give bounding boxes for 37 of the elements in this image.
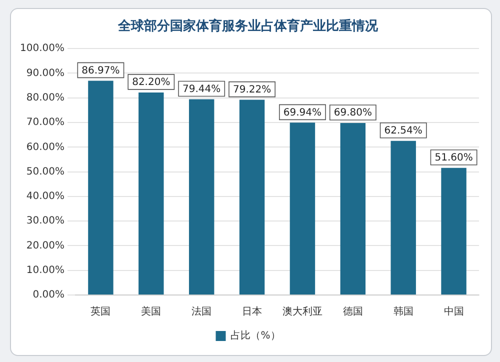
bar bbox=[290, 122, 316, 294]
bar bbox=[390, 140, 416, 294]
x-tick-label: 英国 bbox=[90, 306, 111, 318]
y-tick-label: 0.00% bbox=[32, 290, 64, 301]
y-tick-label: 10.00% bbox=[26, 264, 64, 276]
y-tick-label: 70.00% bbox=[26, 117, 64, 128]
chart-title: 全球部分国家体育服务业占体育产业比重情况 bbox=[117, 18, 379, 34]
y-tick-label: 90.00% bbox=[26, 68, 64, 79]
data-label: 79.44% bbox=[182, 84, 221, 95]
x-tick-label: 美国 bbox=[141, 306, 162, 318]
data-label: 69.94% bbox=[283, 107, 322, 118]
data-label: 82.20% bbox=[132, 77, 170, 88]
y-tick-label: 50.00% bbox=[26, 166, 64, 178]
y-tick-label: 80.00% bbox=[26, 92, 64, 104]
bar bbox=[138, 92, 164, 294]
x-tick-label: 法国 bbox=[192, 306, 212, 318]
x-tick-label: 韩国 bbox=[393, 306, 414, 318]
x-tick-label: 日本 bbox=[242, 306, 262, 318]
bar bbox=[340, 123, 366, 294]
bar bbox=[441, 168, 466, 294]
y-tick-label: 20.00% bbox=[26, 240, 64, 252]
x-tick-label: 澳大利亚 bbox=[282, 306, 322, 318]
y-tick-label: 40.00% bbox=[26, 191, 64, 202]
data-label: 86.97% bbox=[82, 65, 120, 76]
y-tick-label: 30.00% bbox=[26, 216, 64, 227]
data-label: 51.60% bbox=[434, 152, 473, 164]
y-tick-label: 60.00% bbox=[26, 142, 64, 153]
legend-label: 占比（%） bbox=[230, 330, 280, 342]
data-label: 69.80% bbox=[334, 108, 372, 119]
bar bbox=[88, 80, 114, 294]
x-tick-label: 中国 bbox=[444, 306, 464, 318]
bar bbox=[188, 99, 214, 294]
data-label: 62.54% bbox=[384, 125, 422, 136]
bar bbox=[239, 100, 265, 294]
y-tick-label: 100.00% bbox=[20, 43, 64, 54]
data-label: 79.22% bbox=[232, 84, 272, 96]
x-tick-label: 德国 bbox=[342, 306, 363, 318]
